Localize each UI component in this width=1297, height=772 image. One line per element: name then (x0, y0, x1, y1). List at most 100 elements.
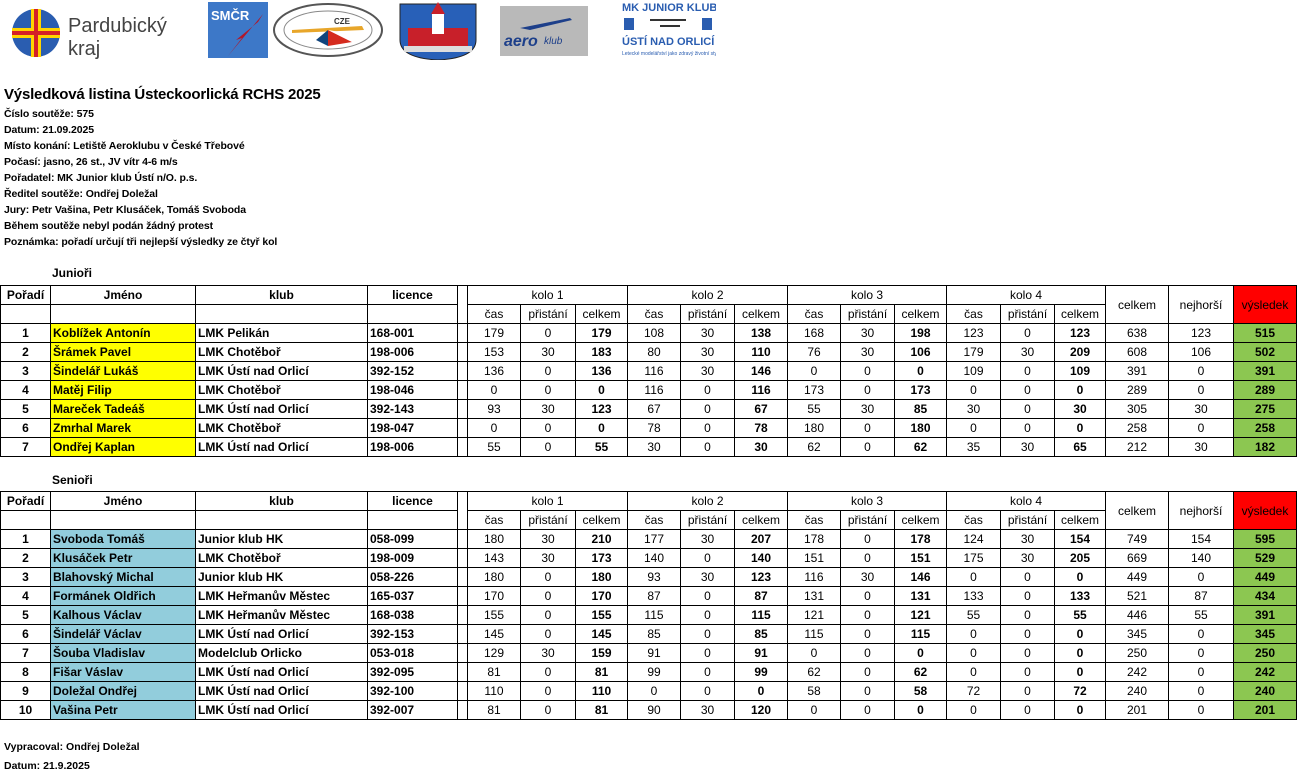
round-time: 151 (787, 548, 841, 568)
spacer (457, 361, 468, 381)
rank: 2 (0, 548, 51, 568)
round-total: 0 (1054, 380, 1106, 400)
competitor-name: Zmrhal Marek (50, 418, 196, 438)
spacer (457, 529, 468, 549)
spacer (457, 662, 468, 682)
round-time: 0 (467, 380, 521, 400)
header-klub: klub (195, 285, 368, 305)
round-time: 0 (946, 700, 1001, 720)
round-landing: 0 (840, 624, 895, 644)
spacer (457, 399, 468, 419)
table-row: 9 Doležal Ondřej LMK Ústí nad Orlicí 392-10… (0, 681, 1297, 701)
aeroklub-logo: aero klub (500, 6, 588, 56)
round-time: 129 (467, 643, 521, 663)
round-total: 140 (734, 548, 788, 568)
round-total: 115 (734, 605, 788, 625)
rank: 1 (0, 323, 51, 343)
header-cas: čas (946, 510, 1001, 530)
worst: 106 (1168, 342, 1234, 362)
licence: 198-047 (367, 418, 458, 438)
round-total: 110 (734, 342, 788, 362)
round-time: 0 (946, 380, 1001, 400)
worst: 0 (1168, 624, 1234, 644)
header-celkem: celkem (734, 304, 788, 324)
round-landing: 0 (1000, 643, 1055, 663)
round-total: 210 (575, 529, 628, 549)
rank: 4 (0, 380, 51, 400)
round-time: 80 (627, 342, 681, 362)
round-time: 140 (627, 548, 681, 568)
round-landing: 0 (1000, 380, 1055, 400)
header-celkem: celkem (575, 304, 628, 324)
round-total: 81 (575, 662, 628, 682)
round-time: 62 (787, 437, 841, 457)
round-landing: 0 (520, 437, 576, 457)
result: 242 (1233, 662, 1297, 682)
club: LMK Heřmanův Městec (195, 586, 368, 606)
header-cas: čas (467, 304, 521, 324)
round-time: 108 (627, 323, 681, 343)
round-landing: 30 (520, 529, 576, 549)
round-time: 0 (946, 662, 1001, 682)
licence: 168-038 (367, 605, 458, 625)
spacer (457, 285, 468, 324)
header-celkem: celkem (894, 304, 947, 324)
result: 250 (1233, 643, 1297, 663)
licence: 198-009 (367, 548, 458, 568)
rank: 7 (0, 437, 51, 457)
round-total: 183 (575, 342, 628, 362)
smcr-logo: SMČR (208, 2, 268, 58)
round-time: 93 (467, 399, 521, 419)
round-landing: 0 (520, 567, 576, 587)
round-total: 146 (894, 567, 947, 587)
round-landing: 30 (680, 700, 735, 720)
round-total: 159 (575, 643, 628, 663)
round-landing: 0 (1000, 700, 1055, 720)
club: LMK Chotěboř (195, 342, 368, 362)
seniors-results-table: Pořadí Jméno klub licence kolo 1 kolo 2 kolo 3… (0, 491, 1297, 720)
table-row: 1 Svoboda Tomáš Junior klub HK 058-099 180 30… (0, 529, 1297, 549)
round-total: 0 (734, 681, 788, 701)
spacer (457, 491, 468, 530)
licence: 392-153 (367, 624, 458, 644)
round-time: 55 (787, 399, 841, 419)
round-landing: 0 (840, 529, 895, 549)
round-time: 30 (627, 437, 681, 457)
round-time: 136 (467, 361, 521, 381)
header-celkem: celkem (734, 510, 788, 530)
round-total: 207 (734, 529, 788, 549)
rank: 3 (0, 567, 51, 587)
round-total: 78 (734, 418, 788, 438)
header-row: Pořadí Jméno klub licence kolo 1 kolo 2 kolo 3… (0, 285, 1297, 324)
table-row: 2 Šrámek Pavel LMK Chotěboř 198-006 153 30 183… (0, 342, 1297, 362)
header-cas: čas (787, 304, 841, 324)
round-total: 0 (575, 418, 628, 438)
round-landing: 30 (680, 342, 735, 362)
round-landing: 30 (840, 567, 895, 587)
round-landing: 0 (1000, 399, 1055, 419)
club: Junior klub HK (195, 567, 368, 587)
competitor-name: Vašina Petr (50, 700, 196, 720)
round-total: 120 (734, 700, 788, 720)
round-total: 110 (575, 681, 628, 701)
round-time: 116 (627, 361, 681, 381)
round-total: 0 (1054, 418, 1106, 438)
header-cas: čas (946, 304, 1001, 324)
round-total: 121 (894, 605, 947, 625)
header-round: kolo 2 (627, 285, 788, 305)
licence: 392-100 (367, 681, 458, 701)
round-total: 87 (734, 586, 788, 606)
competitor-name: Formánek Oldřich (50, 586, 196, 606)
header-jmeno: Jméno (50, 491, 196, 511)
round-landing: 30 (1000, 342, 1055, 362)
club: LMK Chotěboř (195, 548, 368, 568)
category-label: Junioři (52, 266, 93, 280)
round-time: 93 (627, 567, 681, 587)
sponsor-logos: Pardubický kraj SMČR CZE aero klub MK JU… (0, 0, 720, 62)
round-total: 109 (1054, 361, 1106, 381)
round-landing: 0 (840, 605, 895, 625)
info-line: Počasí: jasno, 26 st., JV vítr 4-6 m/s (4, 156, 178, 168)
round-total: 0 (1054, 662, 1106, 682)
svg-text:SMČR: SMČR (211, 8, 250, 23)
pardubicky-kraj-logo: Pardubický kraj (12, 9, 167, 60)
